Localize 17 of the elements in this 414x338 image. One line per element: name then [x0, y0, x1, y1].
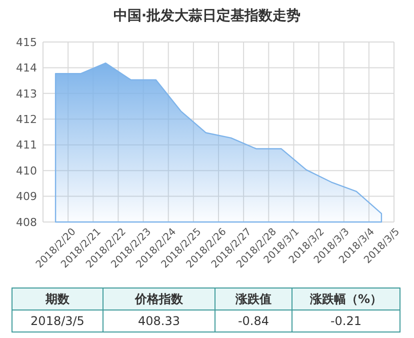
text: -0.84 [238, 314, 270, 328]
text: -0.21 [330, 314, 362, 328]
y-tick-label: 413 [16, 87, 37, 100]
y-tick-label: 409 [16, 190, 37, 204]
y-tick-label: 415 [16, 36, 37, 49]
text: 408.33 [138, 314, 180, 328]
text: 期数 [44, 292, 70, 306]
y-tick-label: 410 [16, 164, 37, 178]
text: 2018/3/5 [30, 314, 84, 328]
y-tick-label: 411 [16, 138, 37, 152]
y-tick-label: 408 [16, 216, 37, 229]
y-tick-label: 414 [16, 62, 37, 75]
y-tick-label: 412 [16, 112, 37, 126]
text: 涨跌值 [234, 292, 272, 306]
text: 价格指数 [134, 292, 184, 306]
text: 涨跌幅（%） [308, 292, 382, 306]
chart-title: 中国·批发大蒜日定基指数走势 [113, 7, 301, 24]
